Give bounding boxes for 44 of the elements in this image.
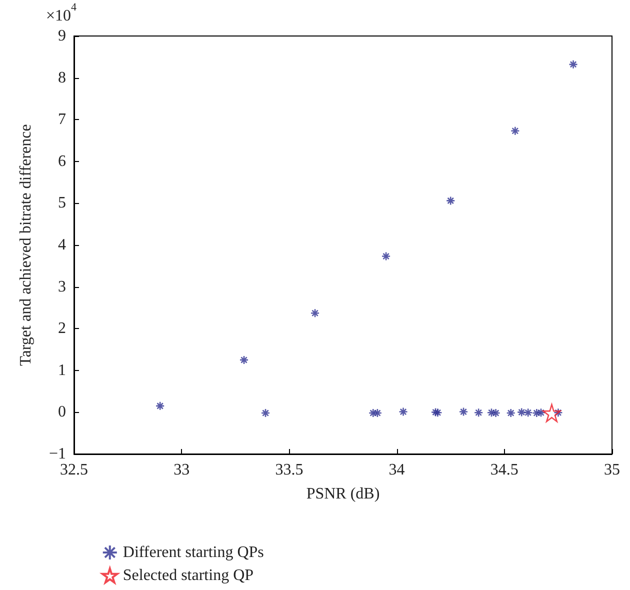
y-tick-label: 7 [58, 111, 66, 128]
point [372, 408, 382, 418]
y-tick-label: 1 [58, 362, 66, 379]
point [568, 60, 578, 70]
point [523, 408, 533, 418]
x-tick-label: 33 [174, 462, 190, 478]
point [536, 408, 546, 418]
point [506, 408, 516, 418]
point [398, 407, 408, 416]
y-tick-label: 2 [58, 320, 66, 338]
point [532, 408, 542, 418]
point [368, 408, 378, 418]
point [474, 408, 484, 418]
point [310, 308, 320, 318]
point [381, 252, 391, 261]
y-tick-label: −1 [48, 446, 66, 462]
point [510, 126, 520, 136]
point [239, 355, 249, 365]
point [516, 408, 526, 417]
y-tick-label: 4 [58, 236, 66, 254]
point [542, 404, 561, 422]
point [260, 408, 270, 418]
y-axis-title: Target and achieved bitrate difference [18, 124, 34, 366]
point [446, 196, 456, 206]
y-tick-label: 5 [58, 194, 66, 212]
x-tick-label: 35 [604, 462, 620, 478]
x-tick-label: 34.5 [490, 462, 518, 478]
point [486, 408, 496, 418]
point [458, 407, 468, 416]
point [433, 408, 442, 418]
y-tick-label: 0 [58, 404, 66, 421]
point [554, 408, 563, 418]
point [155, 401, 165, 411]
y-tick-label: 9 [58, 28, 66, 44]
x-tick-label: 32.5 [60, 462, 88, 478]
legend-label: Selected starting QP [122, 567, 254, 584]
x-tick-label: 33.5 [275, 462, 304, 478]
y-tick-label: 6 [58, 152, 66, 170]
legend-label: Different starting QPs [122, 544, 264, 561]
x-axis-title: PSNR (dB) [306, 486, 380, 502]
point [491, 408, 500, 418]
y-tick-label: 3 [58, 278, 66, 296]
y-tick-label: 8 [58, 69, 66, 86]
x-tick-label: 34 [388, 462, 405, 478]
